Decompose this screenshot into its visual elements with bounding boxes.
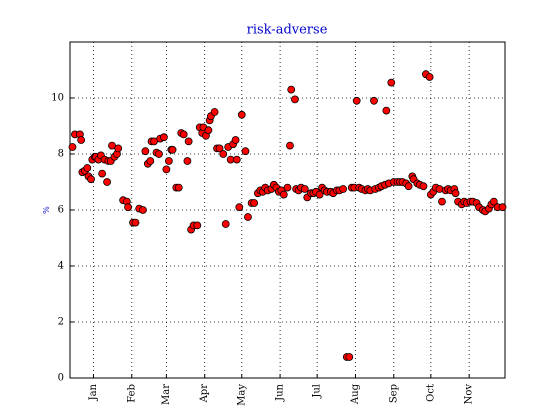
- point: [283, 183, 292, 192]
- y-tick-label: 10: [51, 93, 64, 104]
- x-tick-label: Nov: [464, 384, 475, 405]
- point: [370, 96, 378, 105]
- x-tick-label: Jul: [312, 384, 323, 399]
- point: [291, 95, 299, 104]
- point: [146, 157, 155, 165]
- chart-title: risk-adverse: [247, 23, 328, 38]
- point: [141, 147, 150, 156]
- point: [221, 220, 230, 228]
- point: [235, 203, 244, 212]
- x-tick-label: Feb: [126, 384, 137, 403]
- point: [179, 130, 188, 139]
- point: [498, 203, 507, 212]
- point: [193, 221, 202, 230]
- y-tick-label: 2: [58, 317, 64, 328]
- point: [279, 190, 288, 199]
- point: [160, 133, 168, 142]
- y-axis-label: %: [42, 206, 51, 214]
- point: [451, 189, 460, 198]
- y-tick-label: 0: [58, 373, 64, 384]
- point: [98, 169, 107, 178]
- point: [345, 353, 354, 361]
- point: [419, 182, 428, 191]
- point: [204, 126, 213, 135]
- point: [244, 213, 252, 221]
- point: [139, 206, 147, 214]
- point: [184, 137, 193, 146]
- y-tick-label: 6: [58, 205, 64, 216]
- point: [124, 203, 132, 212]
- point: [183, 157, 192, 165]
- point: [131, 218, 140, 227]
- x-tick-label: Apr: [199, 384, 210, 404]
- x-tick-label: Aug: [350, 383, 361, 405]
- x-tick-label: Jan: [88, 383, 99, 401]
- point: [404, 182, 413, 191]
- point: [77, 136, 86, 144]
- point: [241, 147, 250, 156]
- point: [174, 183, 183, 192]
- x-tick-label: Sep: [388, 384, 399, 403]
- point: [352, 96, 361, 105]
- point: [210, 108, 219, 116]
- y-tick-label: 8: [58, 149, 64, 160]
- point: [219, 150, 228, 158]
- point: [162, 165, 171, 174]
- point: [387, 78, 396, 87]
- point: [237, 110, 246, 119]
- x-tick-label: May: [236, 384, 247, 406]
- point: [339, 185, 348, 193]
- point: [103, 178, 111, 186]
- point: [231, 136, 240, 144]
- point: [425, 73, 434, 81]
- point: [286, 141, 294, 150]
- point: [300, 185, 309, 193]
- point: [68, 143, 77, 151]
- point: [83, 164, 92, 172]
- point: [164, 157, 173, 165]
- x-tick-label: Jun: [275, 383, 286, 401]
- point: [215, 144, 224, 153]
- point: [438, 197, 446, 206]
- point: [114, 144, 123, 153]
- y-tick-label: 4: [58, 261, 64, 272]
- point: [250, 199, 259, 207]
- point: [87, 175, 95, 184]
- point: [315, 190, 324, 199]
- point: [168, 145, 177, 154]
- point: [287, 85, 296, 94]
- x-tick-label: Oct: [425, 384, 436, 402]
- point: [489, 197, 498, 206]
- point: [232, 155, 241, 164]
- point: [382, 106, 391, 115]
- plot-frame: [69, 41, 506, 379]
- point: [155, 150, 163, 158]
- x-tick-label: Mar: [161, 384, 172, 405]
